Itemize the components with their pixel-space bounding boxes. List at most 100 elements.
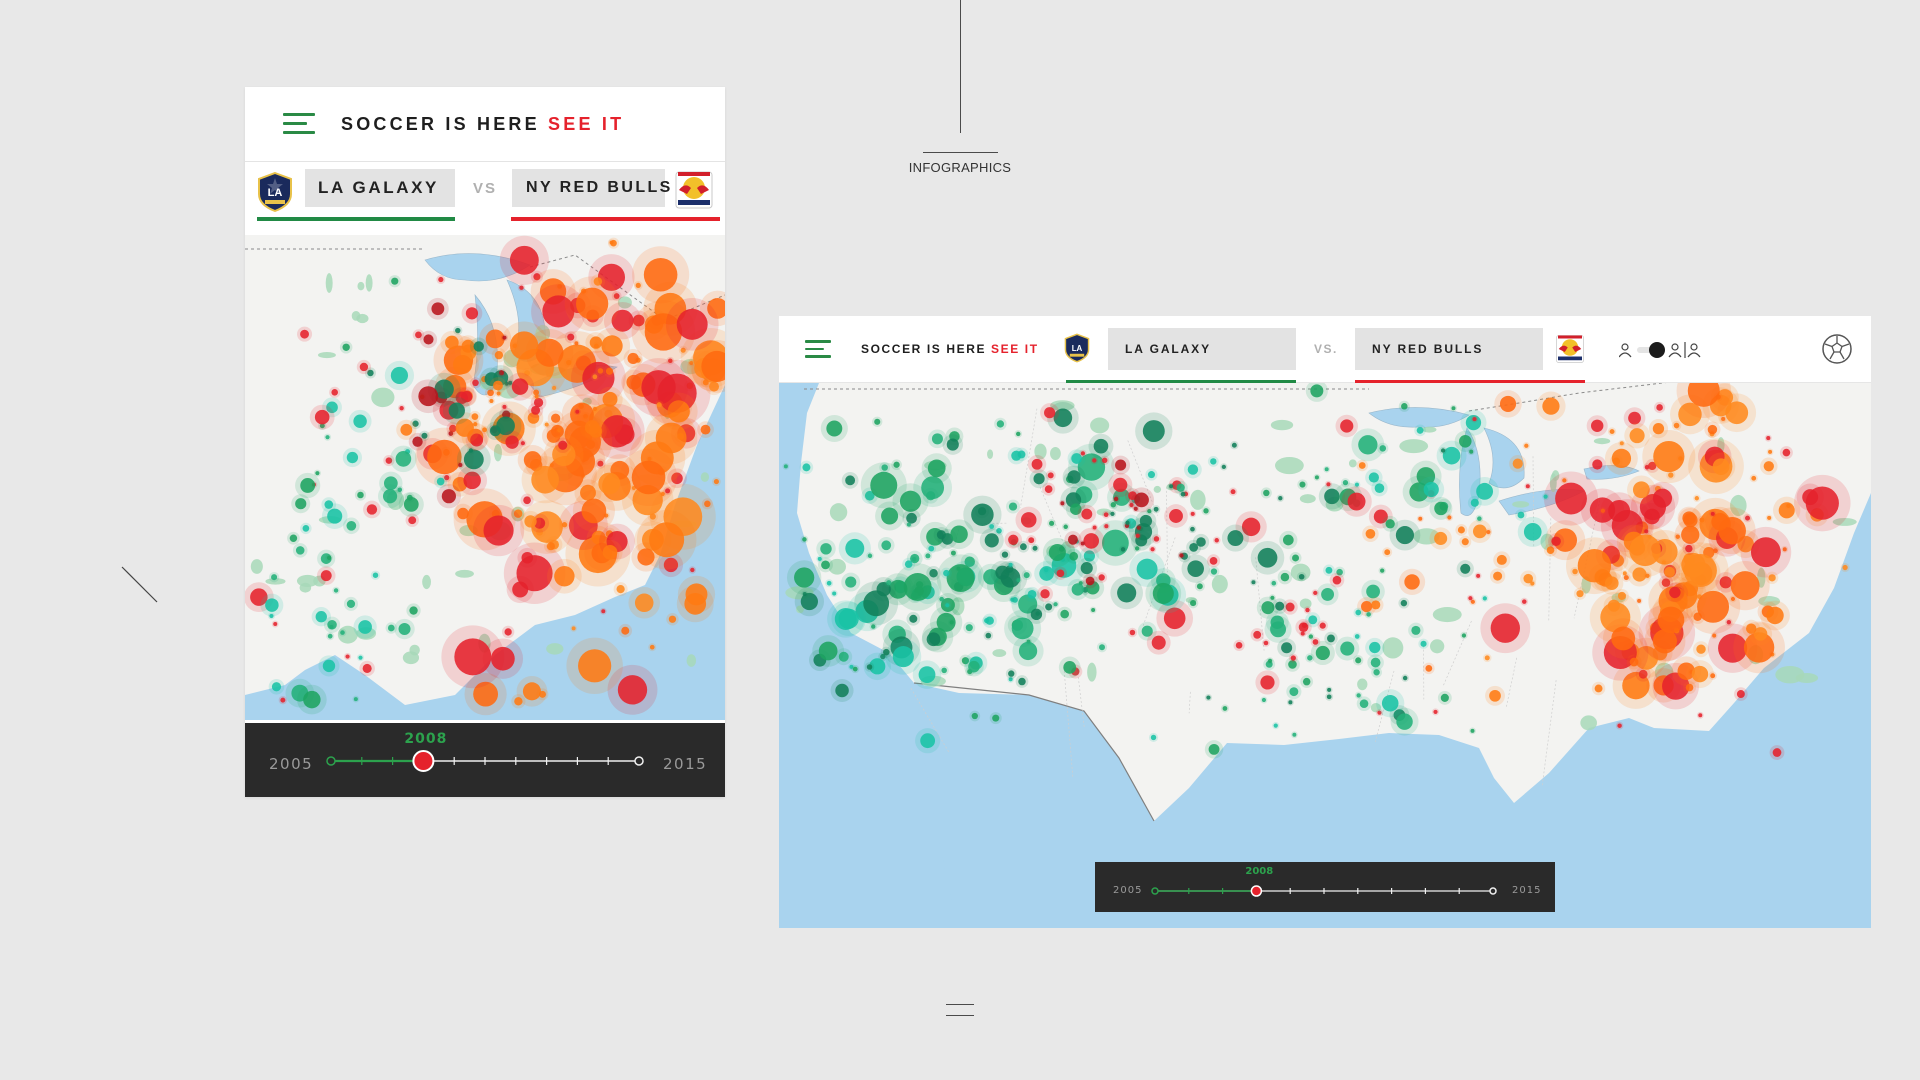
park-area xyxy=(686,654,697,667)
fan-bubble xyxy=(1767,515,1772,520)
fan-bubble xyxy=(1101,457,1108,464)
state-boundary xyxy=(1506,657,1518,707)
fan-view-toggle[interactable] xyxy=(1619,338,1709,362)
ny-red-bulls-logo xyxy=(1556,335,1584,363)
park-area xyxy=(1153,485,1162,493)
app-title-main: SOCCER IS HERE xyxy=(861,342,987,356)
fan-bubble xyxy=(1110,511,1115,517)
fan-bubble xyxy=(1008,670,1015,677)
park-area xyxy=(1090,417,1110,434)
fan-bubble xyxy=(461,339,475,353)
fan-bubble xyxy=(617,675,648,705)
desktop-app-mockup: SOCCER IS HERE SEE IT LA LA GALAXY VS. N… xyxy=(779,316,1871,928)
fan-bubble xyxy=(552,385,557,390)
fan-bubble xyxy=(1332,575,1342,585)
fan-bubble xyxy=(1687,383,1720,407)
fan-bubble xyxy=(571,626,576,631)
fan-bubble xyxy=(1499,395,1517,412)
fan-bubble xyxy=(1691,665,1709,683)
fan-bubble xyxy=(581,498,607,524)
fan-bubble xyxy=(482,427,487,433)
fan-bubble xyxy=(1270,615,1285,629)
fan-bubble xyxy=(1179,553,1184,558)
away-team-selector[interactable]: NY RED BULLS xyxy=(512,169,670,207)
fan-bubble xyxy=(941,667,947,674)
fan-bubble xyxy=(1169,509,1183,523)
fan-bubble xyxy=(1730,596,1736,602)
fan-bubble xyxy=(605,367,614,375)
fan-bubble xyxy=(866,664,873,670)
timeline-end-year: 2015 xyxy=(663,755,708,773)
fan-bubble xyxy=(1400,599,1408,607)
fan-bubble xyxy=(1153,506,1159,512)
la-galaxy-logo: LA xyxy=(258,172,292,212)
park-area xyxy=(535,324,551,342)
fan-density-map[interactable] xyxy=(779,383,1871,928)
fan-bubble xyxy=(472,379,479,387)
fan-bubble xyxy=(1067,470,1081,484)
away-team-selector[interactable]: NY RED BULLS xyxy=(1355,328,1543,370)
year-slider[interactable] xyxy=(1149,880,1499,902)
fan-bubble xyxy=(1489,689,1501,702)
group-fans-icon[interactable] xyxy=(1668,342,1701,358)
fan-bubble xyxy=(1461,633,1467,638)
fan-bubble xyxy=(1147,471,1156,479)
fan-bubble xyxy=(1611,448,1632,469)
fan-bubble xyxy=(1470,728,1475,733)
fan-bubble xyxy=(627,352,639,365)
fan-bubble xyxy=(1577,549,1612,583)
fan-bubble xyxy=(985,632,992,639)
year-slider[interactable] xyxy=(325,745,645,777)
fan-bubble xyxy=(554,566,575,587)
fan-bubble xyxy=(818,641,838,661)
mobile-app-mockup: SOCCER IS HERE SEE IT LA LA GALAXY VS NY… xyxy=(245,87,725,797)
fan-bubble xyxy=(1222,706,1228,711)
fan-bubble xyxy=(1092,458,1097,463)
park-area xyxy=(1211,574,1228,594)
fan-bubble xyxy=(611,309,634,332)
fan-bubble xyxy=(1230,489,1236,495)
fan-bubble xyxy=(1685,544,1693,553)
fan-bubble xyxy=(1493,571,1503,581)
fan-bubble xyxy=(820,543,832,555)
fan-bubble xyxy=(1308,634,1314,639)
fan-bubble xyxy=(845,475,856,486)
fan-bubble xyxy=(968,660,980,673)
lake-michigan xyxy=(1459,427,1481,516)
canada-border xyxy=(804,383,1667,412)
fan-bubble xyxy=(1080,451,1086,456)
fan-bubble xyxy=(473,681,499,707)
single-fan-icon[interactable] xyxy=(1619,343,1632,358)
menu-icon[interactable] xyxy=(283,113,315,140)
fan-bubble xyxy=(1622,571,1627,576)
fan-bubble xyxy=(1675,534,1680,539)
toggle-knob[interactable] xyxy=(1649,342,1665,358)
fan-bubble xyxy=(1214,538,1219,543)
slider-knob xyxy=(1250,885,1263,897)
home-team-selector[interactable]: LA GALAXY xyxy=(305,169,455,207)
fan-bubble xyxy=(327,633,333,639)
fan-bubble xyxy=(983,569,999,585)
fan-bubble xyxy=(1150,547,1155,552)
us-map-canvas[interactable] xyxy=(779,383,1871,928)
fan-bubble xyxy=(1305,607,1310,613)
soccer-ball-icon[interactable] xyxy=(1821,333,1853,365)
menu-icon[interactable] xyxy=(805,340,831,363)
fan-bubble xyxy=(1270,595,1275,600)
fan-bubble xyxy=(1434,501,1448,516)
home-team-selector[interactable]: LA GALAXY xyxy=(1108,328,1296,370)
fan-bubble xyxy=(899,490,922,512)
fan-bubble xyxy=(1147,508,1152,514)
us-map-canvas[interactable] xyxy=(245,235,725,720)
fan-bubble xyxy=(1842,564,1848,571)
park-area xyxy=(700,472,710,482)
park-area xyxy=(409,644,420,656)
fan-bubble xyxy=(1080,562,1093,575)
fan-bubble xyxy=(1285,602,1295,612)
fan-bubble xyxy=(1221,464,1226,470)
fan-bubble xyxy=(454,638,492,676)
fan-bubble xyxy=(845,576,857,588)
fan-density-map[interactable] xyxy=(245,235,725,720)
fan-bubble xyxy=(1377,710,1382,715)
fan-bubble xyxy=(473,422,478,427)
